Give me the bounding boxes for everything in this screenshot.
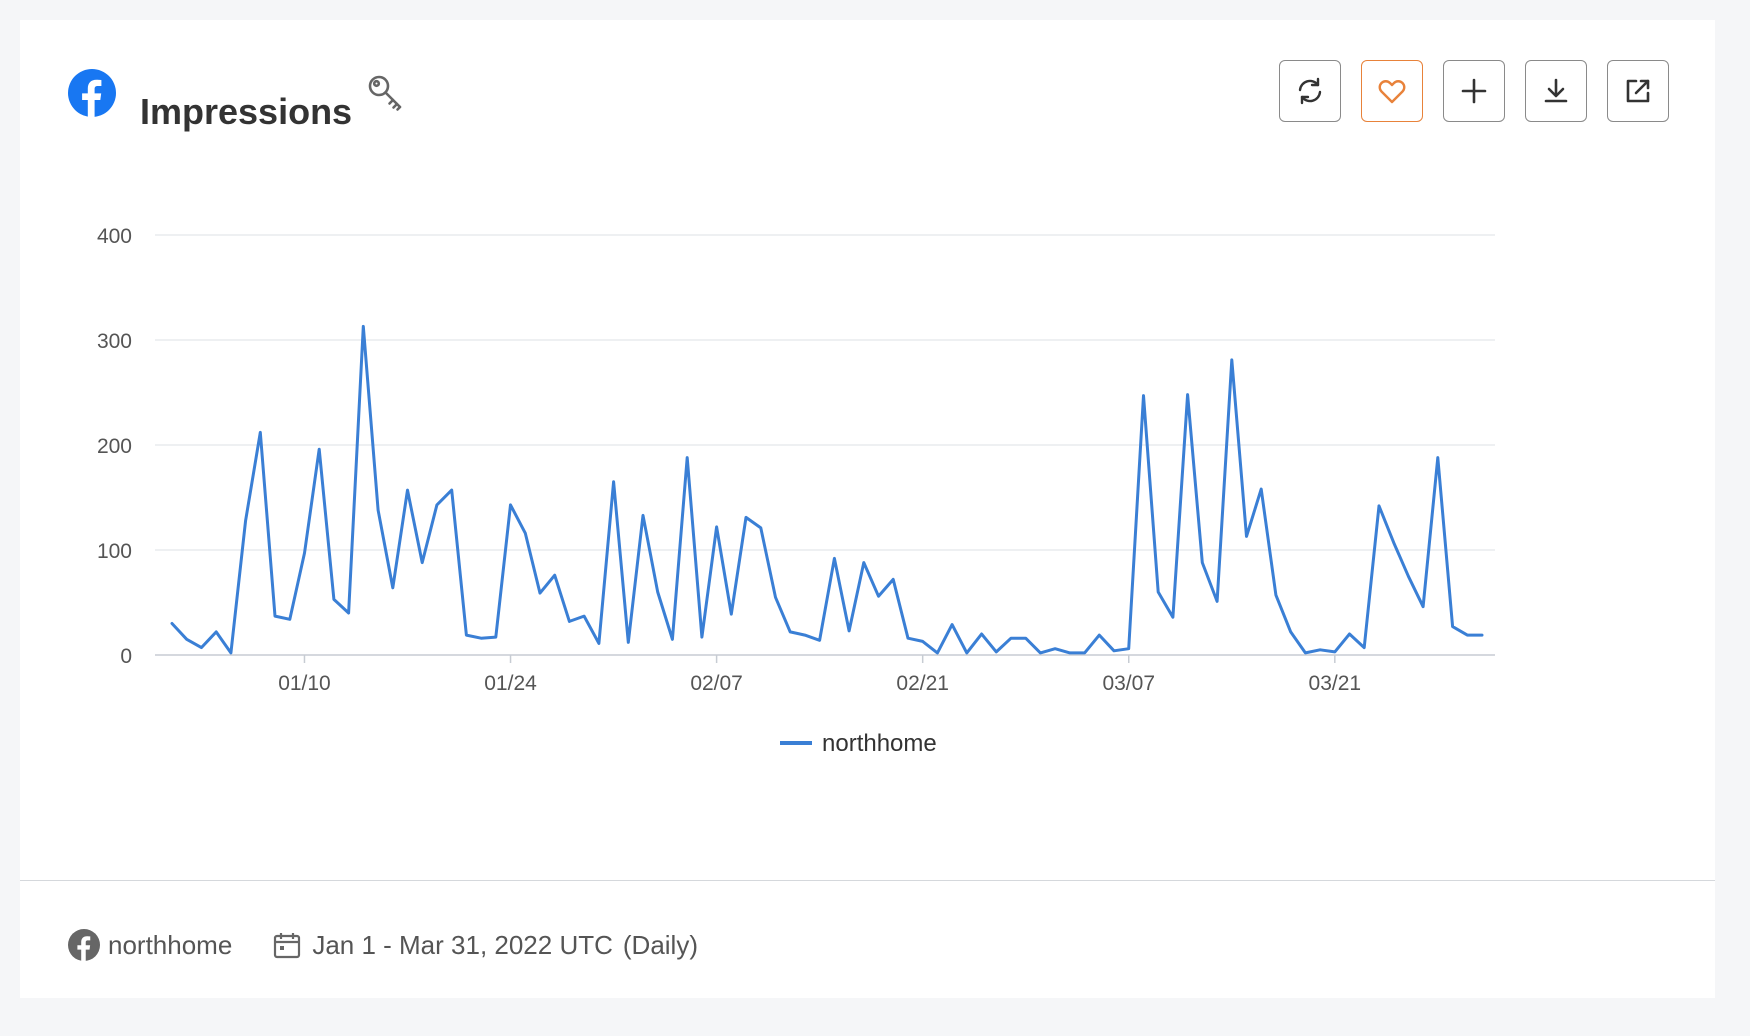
download-button[interactable] [1525,60,1587,122]
axis-layer: 0 100 200 300 400 01/10 01/24 02/07 02/21 03/07 03… [97,225,1361,695]
footer-interval: (Daily) [622,929,698,960]
y-tick-label: 400 [97,225,132,248]
line-chart: 0 100 200 300 400 01/10 01/24 02/07 02/21 03/07 03… [20,170,1715,870]
add-button[interactable] [1443,60,1505,122]
legend[interactable]: northhome [780,730,937,757]
facebook-small-icon [68,929,100,961]
toolbar [1279,60,1669,122]
y-tick-label: 200 [97,435,132,458]
download-icon [1544,78,1568,103]
grid-layer [155,234,1495,656]
chart-card: Impressions [20,20,1715,998]
y-tick-label: 100 [97,540,132,563]
chart-title: Impressions [140,91,353,132]
card-header: Impressions [20,20,1715,160]
open-external-button[interactable] [1607,60,1669,122]
x-tick-label: 02/21 [896,672,949,695]
refresh-button[interactable] [1279,60,1341,122]
x-tick-label: 03/07 [1102,672,1155,695]
favorite-button[interactable] [1361,60,1423,122]
series-line-northhome [170,324,1484,655]
external-link-icon [1626,79,1650,103]
x-tick-label: 01/10 [278,672,331,695]
x-tick-label: 01/24 [484,672,537,695]
key-icon [368,75,402,111]
footer-date-range: Jan 1 - Mar 31, 2022 UTC [312,929,613,960]
facebook-icon [68,69,116,117]
footer-divider [20,880,1715,881]
calendar-icon [274,933,301,959]
refresh-icon [1298,77,1322,105]
x-tick-label: 03/21 [1309,672,1362,695]
x-tick-label: 02/07 [690,672,743,695]
y-tick-label: 300 [97,330,132,353]
series-layer [170,324,1484,655]
legend-label: northhome [822,730,937,757]
plus-icon [1461,78,1487,104]
heart-icon [1378,80,1406,104]
chart-svg: 0 100 200 300 400 01/10 01/24 02/07 02/21 03/07 03… [97,225,1495,757]
footer-account: northhome [108,929,233,960]
y-tick-label: 0 [120,645,132,668]
footer: northhome Jan 1 - Mar 31, 2022 UTC (Dail… [68,925,698,965]
